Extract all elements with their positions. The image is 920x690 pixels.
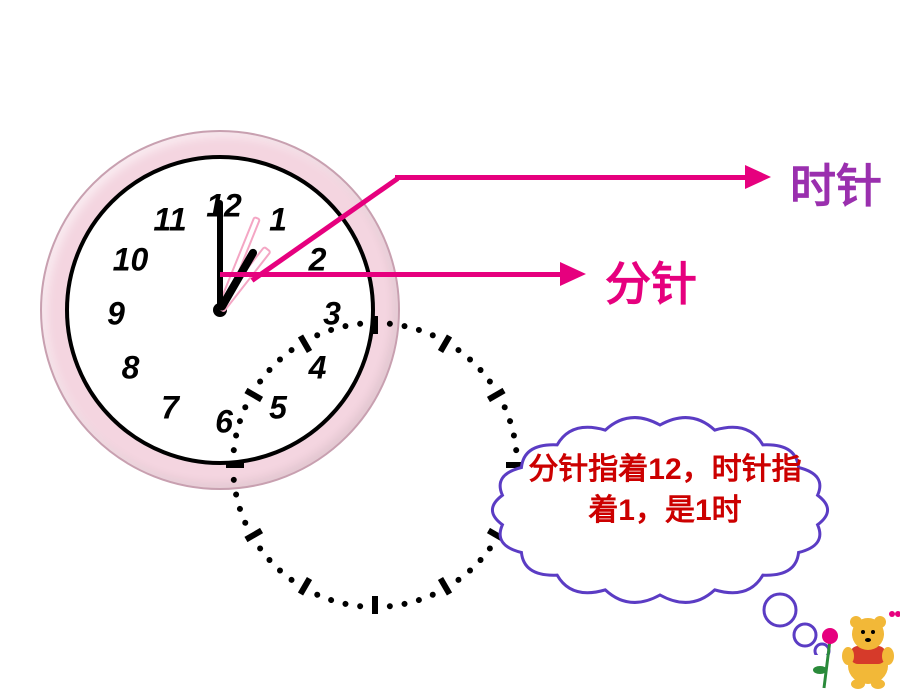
bubble-text: 分针指着12，时针指着1，是1时 xyxy=(525,450,805,531)
clock-number-8: 8 xyxy=(122,350,140,387)
hour-hand-label: 时针 xyxy=(790,150,882,216)
clock-number-5: 5 xyxy=(269,389,287,426)
clock-number-4: 4 xyxy=(309,350,327,387)
clock: 121234567891011 xyxy=(40,130,400,490)
minute-arrow-head xyxy=(560,262,586,286)
pooh-bear-icon xyxy=(810,600,900,690)
clock-number-9: 9 xyxy=(107,296,125,333)
thought-bubble: 分针指着12，时针指着1，是1时 xyxy=(470,395,850,655)
minute-hand-label: 分针 xyxy=(605,248,697,314)
clock-rim: 121234567891011 xyxy=(40,130,400,490)
hour-arrow-line xyxy=(395,175,745,180)
clock-number-12: 12 xyxy=(206,188,242,225)
clock-number-3: 3 xyxy=(323,296,341,333)
minute-arrow-line xyxy=(220,272,560,277)
clock-number-10: 10 xyxy=(113,242,149,279)
clock-number-1: 1 xyxy=(269,202,287,239)
clock-number-11: 11 xyxy=(153,202,186,239)
clock-face: 121234567891011 xyxy=(65,155,375,465)
hour-arrow-head xyxy=(745,165,771,189)
clock-number-7: 7 xyxy=(161,389,179,426)
clock-number-6: 6 xyxy=(215,404,233,441)
minute-hand xyxy=(217,200,223,310)
